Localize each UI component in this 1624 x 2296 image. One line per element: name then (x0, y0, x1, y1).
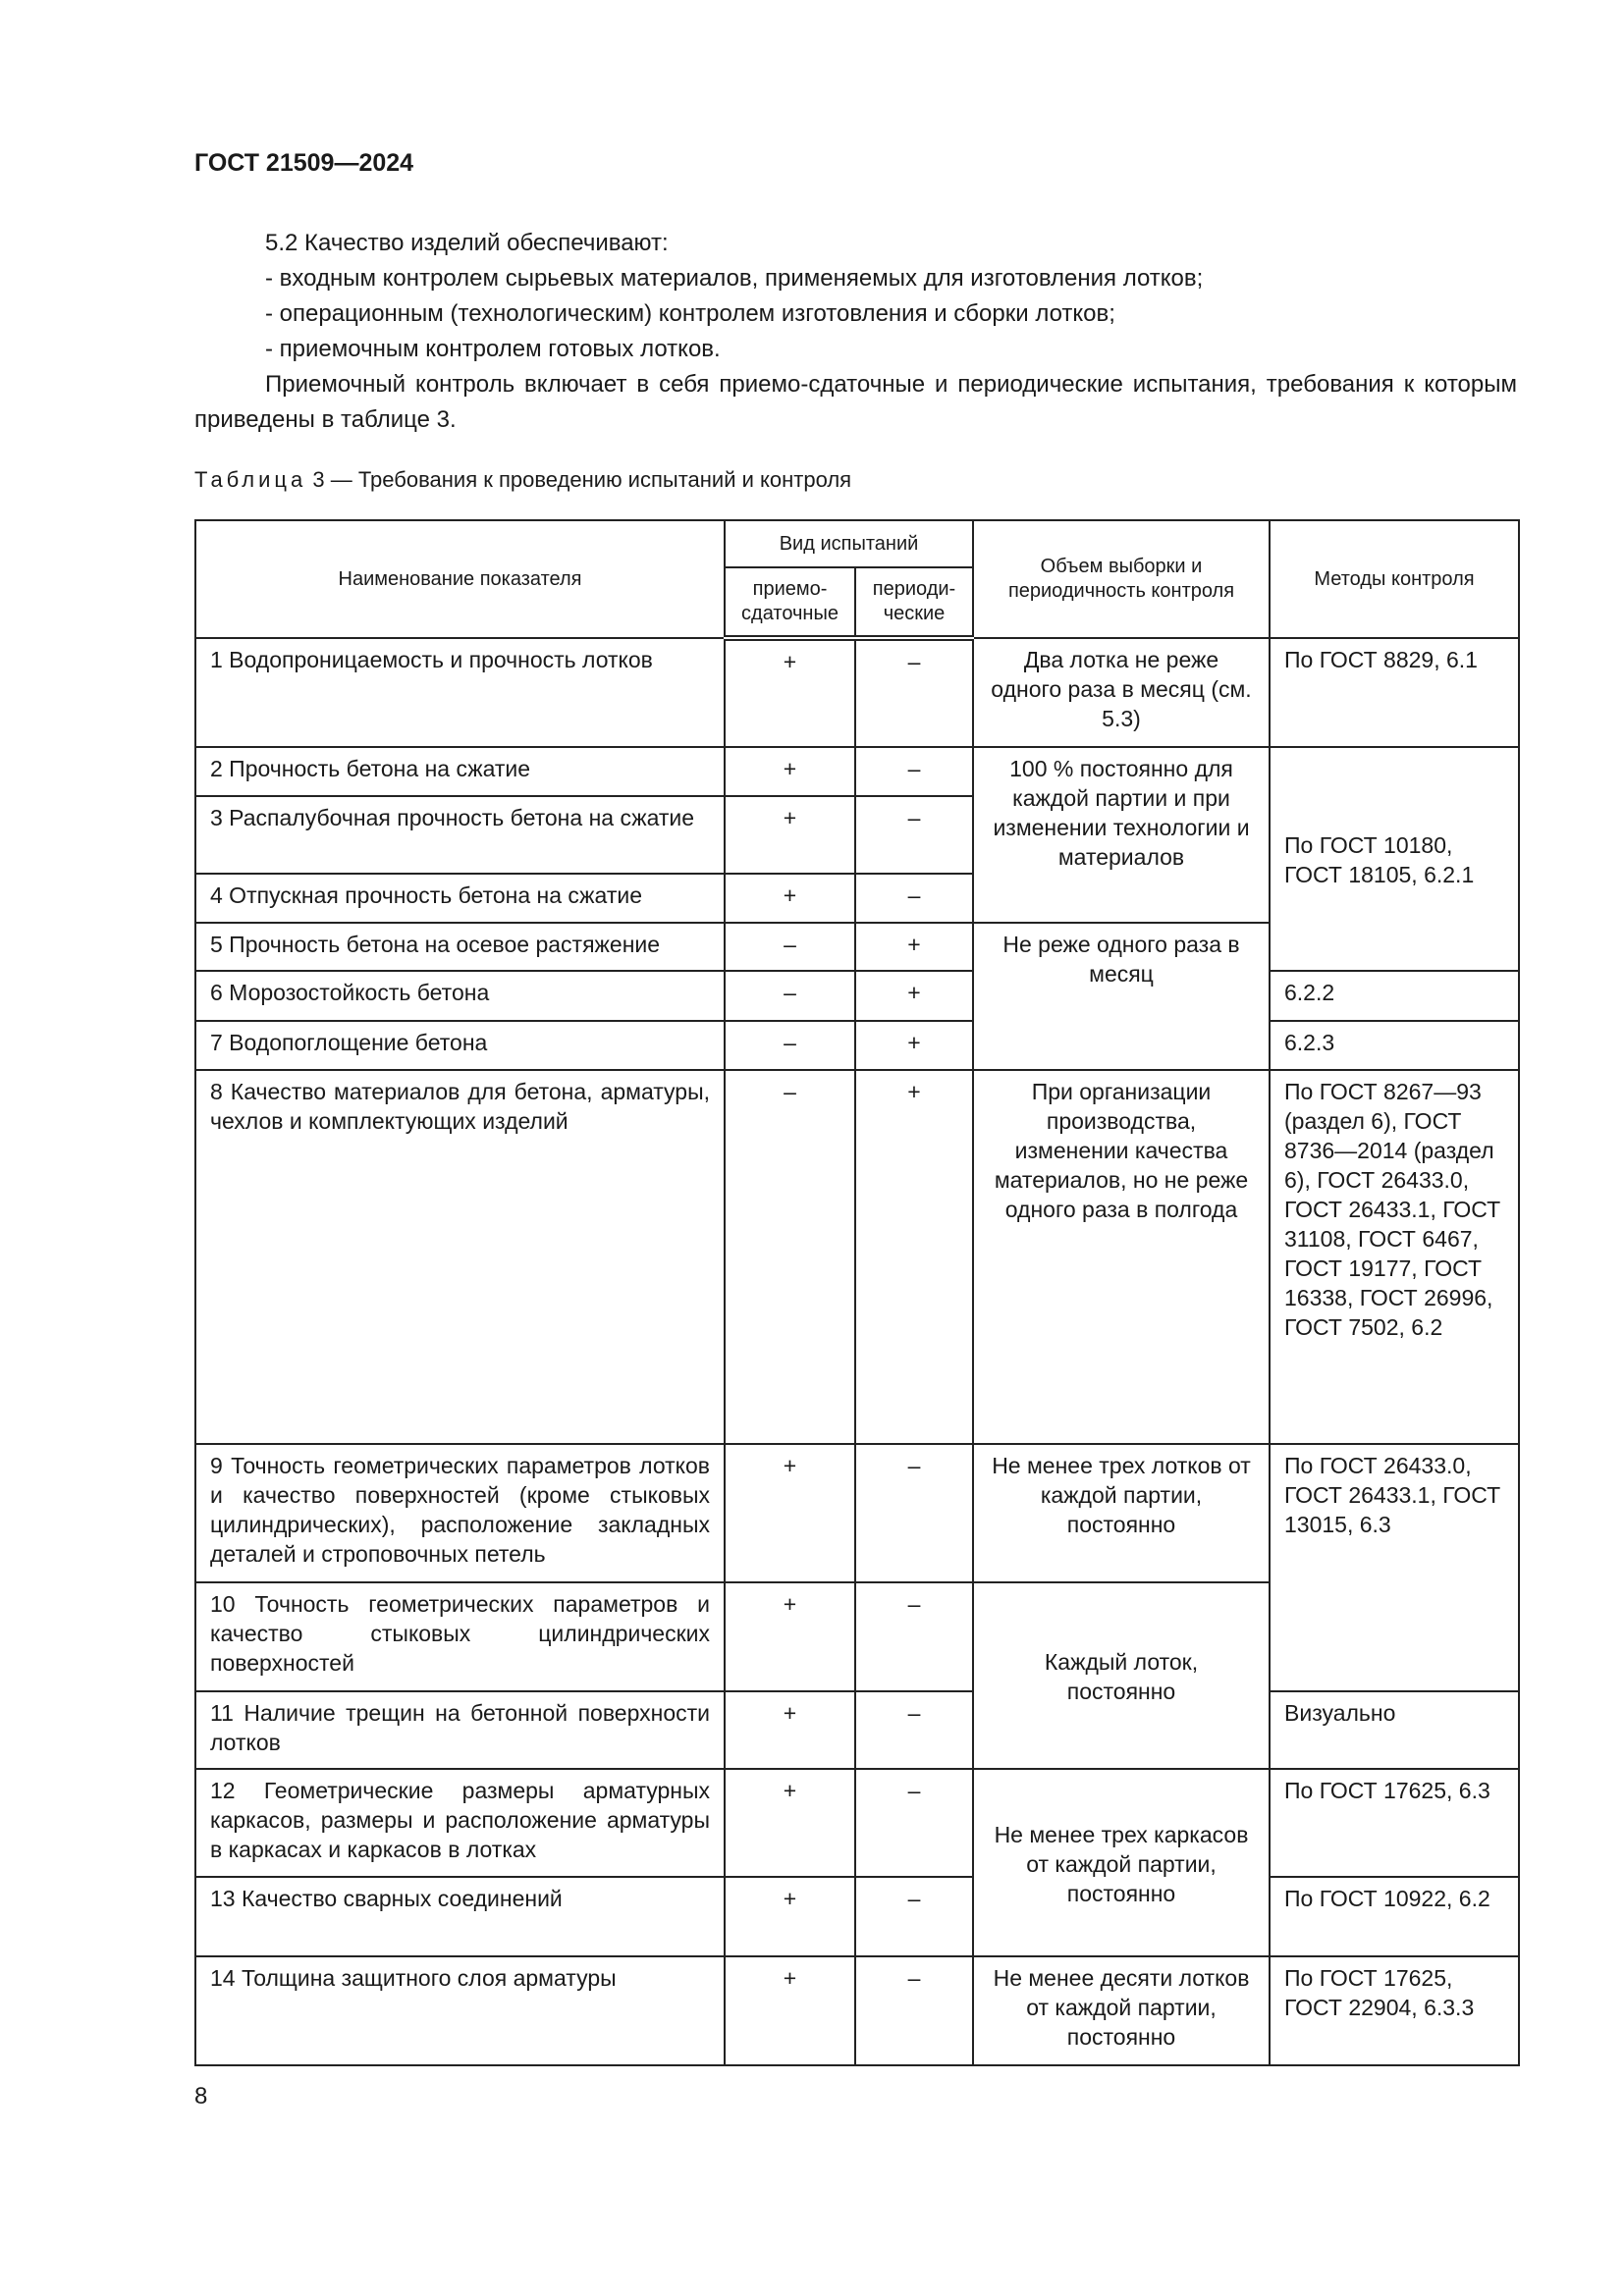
acceptance-test-mark: + (724, 873, 856, 924)
periodic-test-mark: + (854, 922, 974, 972)
periodic-test-mark: – (854, 1690, 974, 1770)
indicator-name: 8 Качество материалов для бетона, армату… (194, 1069, 726, 1445)
control-method: 6.2.2 (1269, 970, 1520, 1022)
control-method: 6.2.3 (1269, 1020, 1520, 1071)
sample-volume: Каждый лоток, постоянно (972, 1581, 1271, 1770)
paragraph: Приемочный контроль включает в себя прие… (194, 371, 1517, 433)
periodic-test-mark: – (854, 746, 974, 797)
periodic-test-mark: – (854, 1955, 974, 2066)
control-method: По ГОСТ 8829, 6.1 (1269, 637, 1520, 748)
paragraph: - приемочным контролем готовых лотков. (265, 336, 721, 362)
control-method: По ГОСТ 17625, 6.3 (1269, 1768, 1520, 1878)
table-row: 5 Прочность бетона на осевое растяжение –… (194, 922, 1519, 1071)
document-header: ГОСТ 21509—2024 (194, 149, 414, 177)
indicator-name: 5 Прочность бетона на осевое растяжение (194, 922, 726, 972)
body-text: 5.2 Качество изделий обеспечивают: - вхо… (194, 226, 1517, 438)
periodic-test-mark: – (854, 795, 974, 875)
indicator-name: 1 Водопроницаемость и прочность лотков (194, 637, 726, 748)
periodic-test-mark: – (854, 1581, 974, 1692)
col-header-acceptance: приемо-сдаточные (724, 566, 856, 641)
periodic-test-mark: + (854, 970, 974, 1022)
indicator-name: 3 Распалубочная прочность бетона на сжат… (194, 795, 726, 875)
table-row: 10 Точность геометрических параметров и … (194, 1581, 1519, 1770)
table-row: 7 Водопоглощение бетона – +6.2.3 (194, 1020, 1520, 1071)
sample-volume: Не менее трех лотков от каждой партии, п… (972, 1443, 1271, 1583)
indicator-name: 2 Прочность бетона на сжатие (194, 746, 726, 797)
col-header-volume: Объем выборки и периодичность контроля (972, 519, 1271, 639)
acceptance-test-mark: + (724, 1955, 856, 2066)
periodic-test-mark: – (854, 873, 974, 924)
control-method: По ГОСТ 10180, ГОСТ 18105, 6.2.1 (1269, 746, 1520, 972)
indicator-name: 4 Отпускная прочность бетона на сжатие (194, 873, 726, 924)
acceptance-test-mark: + (724, 1581, 856, 1692)
sample-volume: Не менее десяти лотков от каждой партии,… (972, 1955, 1271, 2066)
sample-volume: 100 % постоянно для каждой партии и при … (972, 746, 1271, 924)
acceptance-test-mark: + (724, 746, 856, 797)
periodic-test-mark: – (854, 1876, 974, 1957)
acceptance-test-mark: – (724, 970, 856, 1022)
sample-volume: Два лотка не реже одного раза в месяц (с… (972, 637, 1271, 748)
indicator-name: 10 Точность геометрических параметров и … (194, 1581, 726, 1692)
page-number: 8 (194, 2083, 208, 2109)
acceptance-test-mark: + (724, 637, 856, 748)
control-method: По ГОСТ 10922, 6.2 (1269, 1876, 1520, 1957)
table-row: 14 Толщина защитного слоя арматуры + – Не м… (194, 1955, 1520, 2066)
indicator-name: 13 Качество сварных соединений (194, 1876, 726, 1957)
indicator-name: 11 Наличие трещин на бетонной поверхност… (194, 1690, 726, 1770)
sample-volume: Не менее трех каркасов от каждой партии,… (972, 1768, 1271, 1957)
paragraph: - операционным (технологическим) контрол… (265, 300, 1115, 327)
col-header-name: Наименование показателя (194, 519, 726, 639)
sample-volume: Не реже одного раза в месяц (972, 922, 1271, 1071)
paragraph: - входным контролем сырьевых материалов,… (265, 265, 1204, 292)
col-header-kind: Вид испытаний (724, 519, 974, 568)
table-row: 3 Распалубочная прочность бетона на сжат… (194, 795, 1519, 875)
periodic-test-mark: + (854, 1069, 974, 1445)
acceptance-test-mark: – (724, 1020, 856, 1071)
table-row: 1 Водопроницаемость и прочность лотков + –… (194, 637, 1520, 748)
acceptance-test-mark: – (724, 1069, 856, 1445)
control-method: Визуально (1269, 1690, 1520, 1770)
indicator-name: 9 Точность геометрических параметров лот… (194, 1443, 726, 1583)
col-header-periodic: периоди-ческие (854, 566, 974, 641)
acceptance-test-mark: + (724, 795, 856, 875)
indicator-name: 12 Геометрические размеры арматурных кар… (194, 1768, 726, 1878)
table-row: 9 Точность геометрических параметров лот… (194, 1443, 1520, 1692)
acceptance-test-mark: – (724, 922, 856, 972)
col-header-methods: Методы контроля (1269, 519, 1520, 639)
indicator-name: 7 Водопоглощение бетона (194, 1020, 726, 1071)
acceptance-test-mark: + (724, 1876, 856, 1957)
table-row: 11 Наличие трещин на бетонной поверхност… (194, 1690, 1520, 1770)
control-method: По ГОСТ 26433.0, ГОСТ 26433.1, ГОСТ 1301… (1269, 1443, 1520, 1692)
periodic-test-mark: – (854, 1443, 974, 1583)
table-row: 6 Морозостойкость бетона – +6.2.2 (194, 970, 1520, 1022)
periodic-test-mark: – (854, 1768, 974, 1878)
sample-volume: При организации производства, изменении … (972, 1069, 1271, 1445)
control-method: По ГОСТ 8267—93 (раздел 6), ГОСТ 8736—20… (1269, 1069, 1520, 1445)
table-caption: Таблица 3 — Требования к проведению испы… (194, 467, 852, 492)
paragraph: 5.2 Качество изделий обеспечивают: (265, 230, 669, 256)
acceptance-test-mark: + (724, 1443, 856, 1583)
acceptance-test-mark: + (724, 1768, 856, 1878)
table-row: 2 Прочность бетона на сжатие + –100 % пост… (194, 746, 1520, 972)
control-method: По ГОСТ 17625, ГОСТ 22904, 6.3.3 (1269, 1955, 1520, 2066)
indicator-name: 14 Толщина защитного слоя арматуры (194, 1955, 726, 2066)
indicator-name: 6 Морозостойкость бетона (194, 970, 726, 1022)
table-row: 13 Качество сварных соединений + – По ГОСТ … (194, 1876, 1520, 1957)
table-row: 8 Качество материалов для бетона, армату… (194, 1069, 1520, 1445)
periodic-test-mark: – (854, 637, 974, 748)
table-row: 4 Отпускная прочность бетона на сжатие + – (194, 873, 1519, 924)
table-row: 12 Геометрические размеры арматурных кар… (194, 1768, 1520, 1957)
acceptance-test-mark: + (724, 1690, 856, 1770)
requirements-table: Наименование показателя Вид испытаний Об… (194, 519, 1520, 2066)
periodic-test-mark: + (854, 1020, 974, 1071)
